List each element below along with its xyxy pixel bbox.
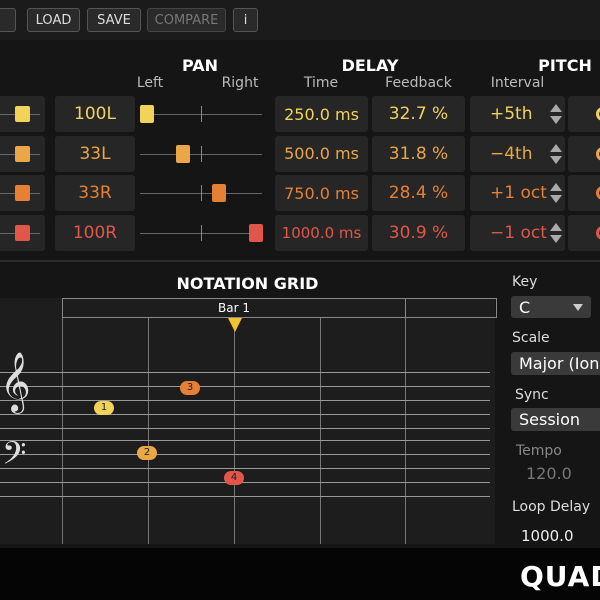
bar-line xyxy=(405,318,406,544)
interval-stepper[interactable] xyxy=(550,143,562,152)
interval-header: Interval xyxy=(490,75,545,91)
grid-area xyxy=(0,298,495,544)
note[interactable]: 3 xyxy=(180,381,200,395)
scale-dropdown[interactable]: Major (Ion xyxy=(511,352,600,375)
staff-line xyxy=(0,496,490,497)
staff-line xyxy=(0,482,490,483)
next-knob[interactable] xyxy=(596,146,600,161)
next-cell xyxy=(568,214,600,251)
pan-left: Left xyxy=(136,75,164,91)
pan-value: 100L xyxy=(55,96,135,132)
next-knob[interactable] xyxy=(596,107,600,121)
bar-line xyxy=(234,318,235,544)
feedback-header: Feedback xyxy=(385,75,452,91)
loop-delay-label: Loop Delay xyxy=(512,499,591,515)
row-color-swatch[interactable] xyxy=(15,106,30,122)
footer xyxy=(0,548,600,600)
bass-clef: 𝄢 xyxy=(2,435,27,479)
staff-line xyxy=(0,454,490,455)
pan-value: 33R xyxy=(55,175,135,211)
interval: −1 oct xyxy=(470,214,565,251)
staff-line xyxy=(0,428,490,429)
pan-slider-knob[interactable] xyxy=(140,105,154,123)
note[interactable]: 2 xyxy=(137,446,157,460)
interval: +5th xyxy=(470,96,565,132)
interval: +1 oct xyxy=(470,175,565,211)
next-cell xyxy=(568,96,600,132)
pan-header: PAN xyxy=(181,56,219,75)
bar-header: Bar 1 xyxy=(62,298,406,318)
pan-slider-knob[interactable] xyxy=(249,223,263,242)
next-cell xyxy=(568,135,600,172)
toolbar-button[interactable]: COMPARE xyxy=(147,8,226,32)
delay-time: 1000.0 ms xyxy=(275,214,368,251)
staff-line xyxy=(0,400,490,401)
pan-value: 100R xyxy=(55,214,135,251)
interval-stepper[interactable] xyxy=(550,104,562,112)
delay-header: DELAY xyxy=(341,56,399,75)
feedback: 28.4 % xyxy=(372,175,465,211)
bar-header xyxy=(405,298,497,318)
delay-time: 250.0 ms xyxy=(275,96,368,132)
scale-label: Scale xyxy=(512,330,550,346)
brand: QUAD xyxy=(520,560,600,593)
bar-line xyxy=(148,318,149,544)
toolbar-button[interactable]: LOAD xyxy=(27,8,80,32)
pan-value: 33L xyxy=(55,135,135,172)
row-color-swatch[interactable] xyxy=(15,185,30,201)
feedback: 32.7 % xyxy=(372,96,465,132)
interval-stepper[interactable] xyxy=(550,116,562,124)
staff-line xyxy=(0,468,490,469)
next-knob[interactable] xyxy=(596,225,600,240)
delay-time: 750.0 ms xyxy=(275,175,368,211)
tempo-value[interactable]: 120.0 xyxy=(526,464,572,483)
pitch-header: PITCH xyxy=(538,56,592,75)
key-label: Key xyxy=(512,274,538,290)
toolbar-button[interactable]: i xyxy=(233,8,258,32)
pan-slider-center xyxy=(201,145,202,162)
back-button[interactable] xyxy=(0,8,16,32)
interval-stepper[interactable] xyxy=(550,195,562,203)
next-knob[interactable] xyxy=(596,186,600,200)
pan-slider-center xyxy=(201,106,202,122)
interval: −4th xyxy=(470,135,565,172)
pan-slider-center xyxy=(201,224,202,241)
divider xyxy=(0,260,600,262)
staff-line xyxy=(0,372,490,373)
sync-label: Sync xyxy=(515,387,549,403)
feedback: 31.8 % xyxy=(372,135,465,172)
note[interactable]: 1 xyxy=(94,401,114,415)
interval-stepper[interactable] xyxy=(550,155,562,164)
treble-clef: 𝄞 xyxy=(0,352,31,412)
note[interactable]: 4 xyxy=(224,471,244,485)
interval-stepper[interactable] xyxy=(550,222,562,231)
staff-line xyxy=(0,386,490,387)
next-cell xyxy=(568,175,600,211)
tempo-label: Tempo xyxy=(516,443,562,459)
pan-right: Right xyxy=(221,75,259,91)
delay-time: 500.0 ms xyxy=(275,135,368,172)
row-color-swatch[interactable] xyxy=(15,224,30,241)
pan-slider-center xyxy=(201,185,202,201)
time-header: Time xyxy=(303,75,339,91)
interval-stepper[interactable] xyxy=(550,234,562,243)
bar-line xyxy=(320,318,321,544)
row-color-swatch[interactable] xyxy=(15,145,30,162)
pan-slider-knob[interactable] xyxy=(212,184,226,202)
next-header: C xyxy=(590,75,600,91)
pan-slider-knob[interactable] xyxy=(176,144,190,163)
interval-stepper[interactable] xyxy=(550,183,562,191)
toolbar-button[interactable]: SAVE xyxy=(87,8,141,32)
feedback: 30.9 % xyxy=(372,214,465,251)
playhead[interactable] xyxy=(228,318,242,332)
staff-line xyxy=(0,440,490,441)
staff-line xyxy=(0,414,490,415)
key-dropdown[interactable]: C xyxy=(511,296,591,318)
dropdown-arrow xyxy=(573,304,583,311)
grid-title: NOTATION GRID xyxy=(176,274,319,293)
sync-dropdown[interactable]: Session xyxy=(511,408,600,431)
bar-line xyxy=(62,318,63,544)
